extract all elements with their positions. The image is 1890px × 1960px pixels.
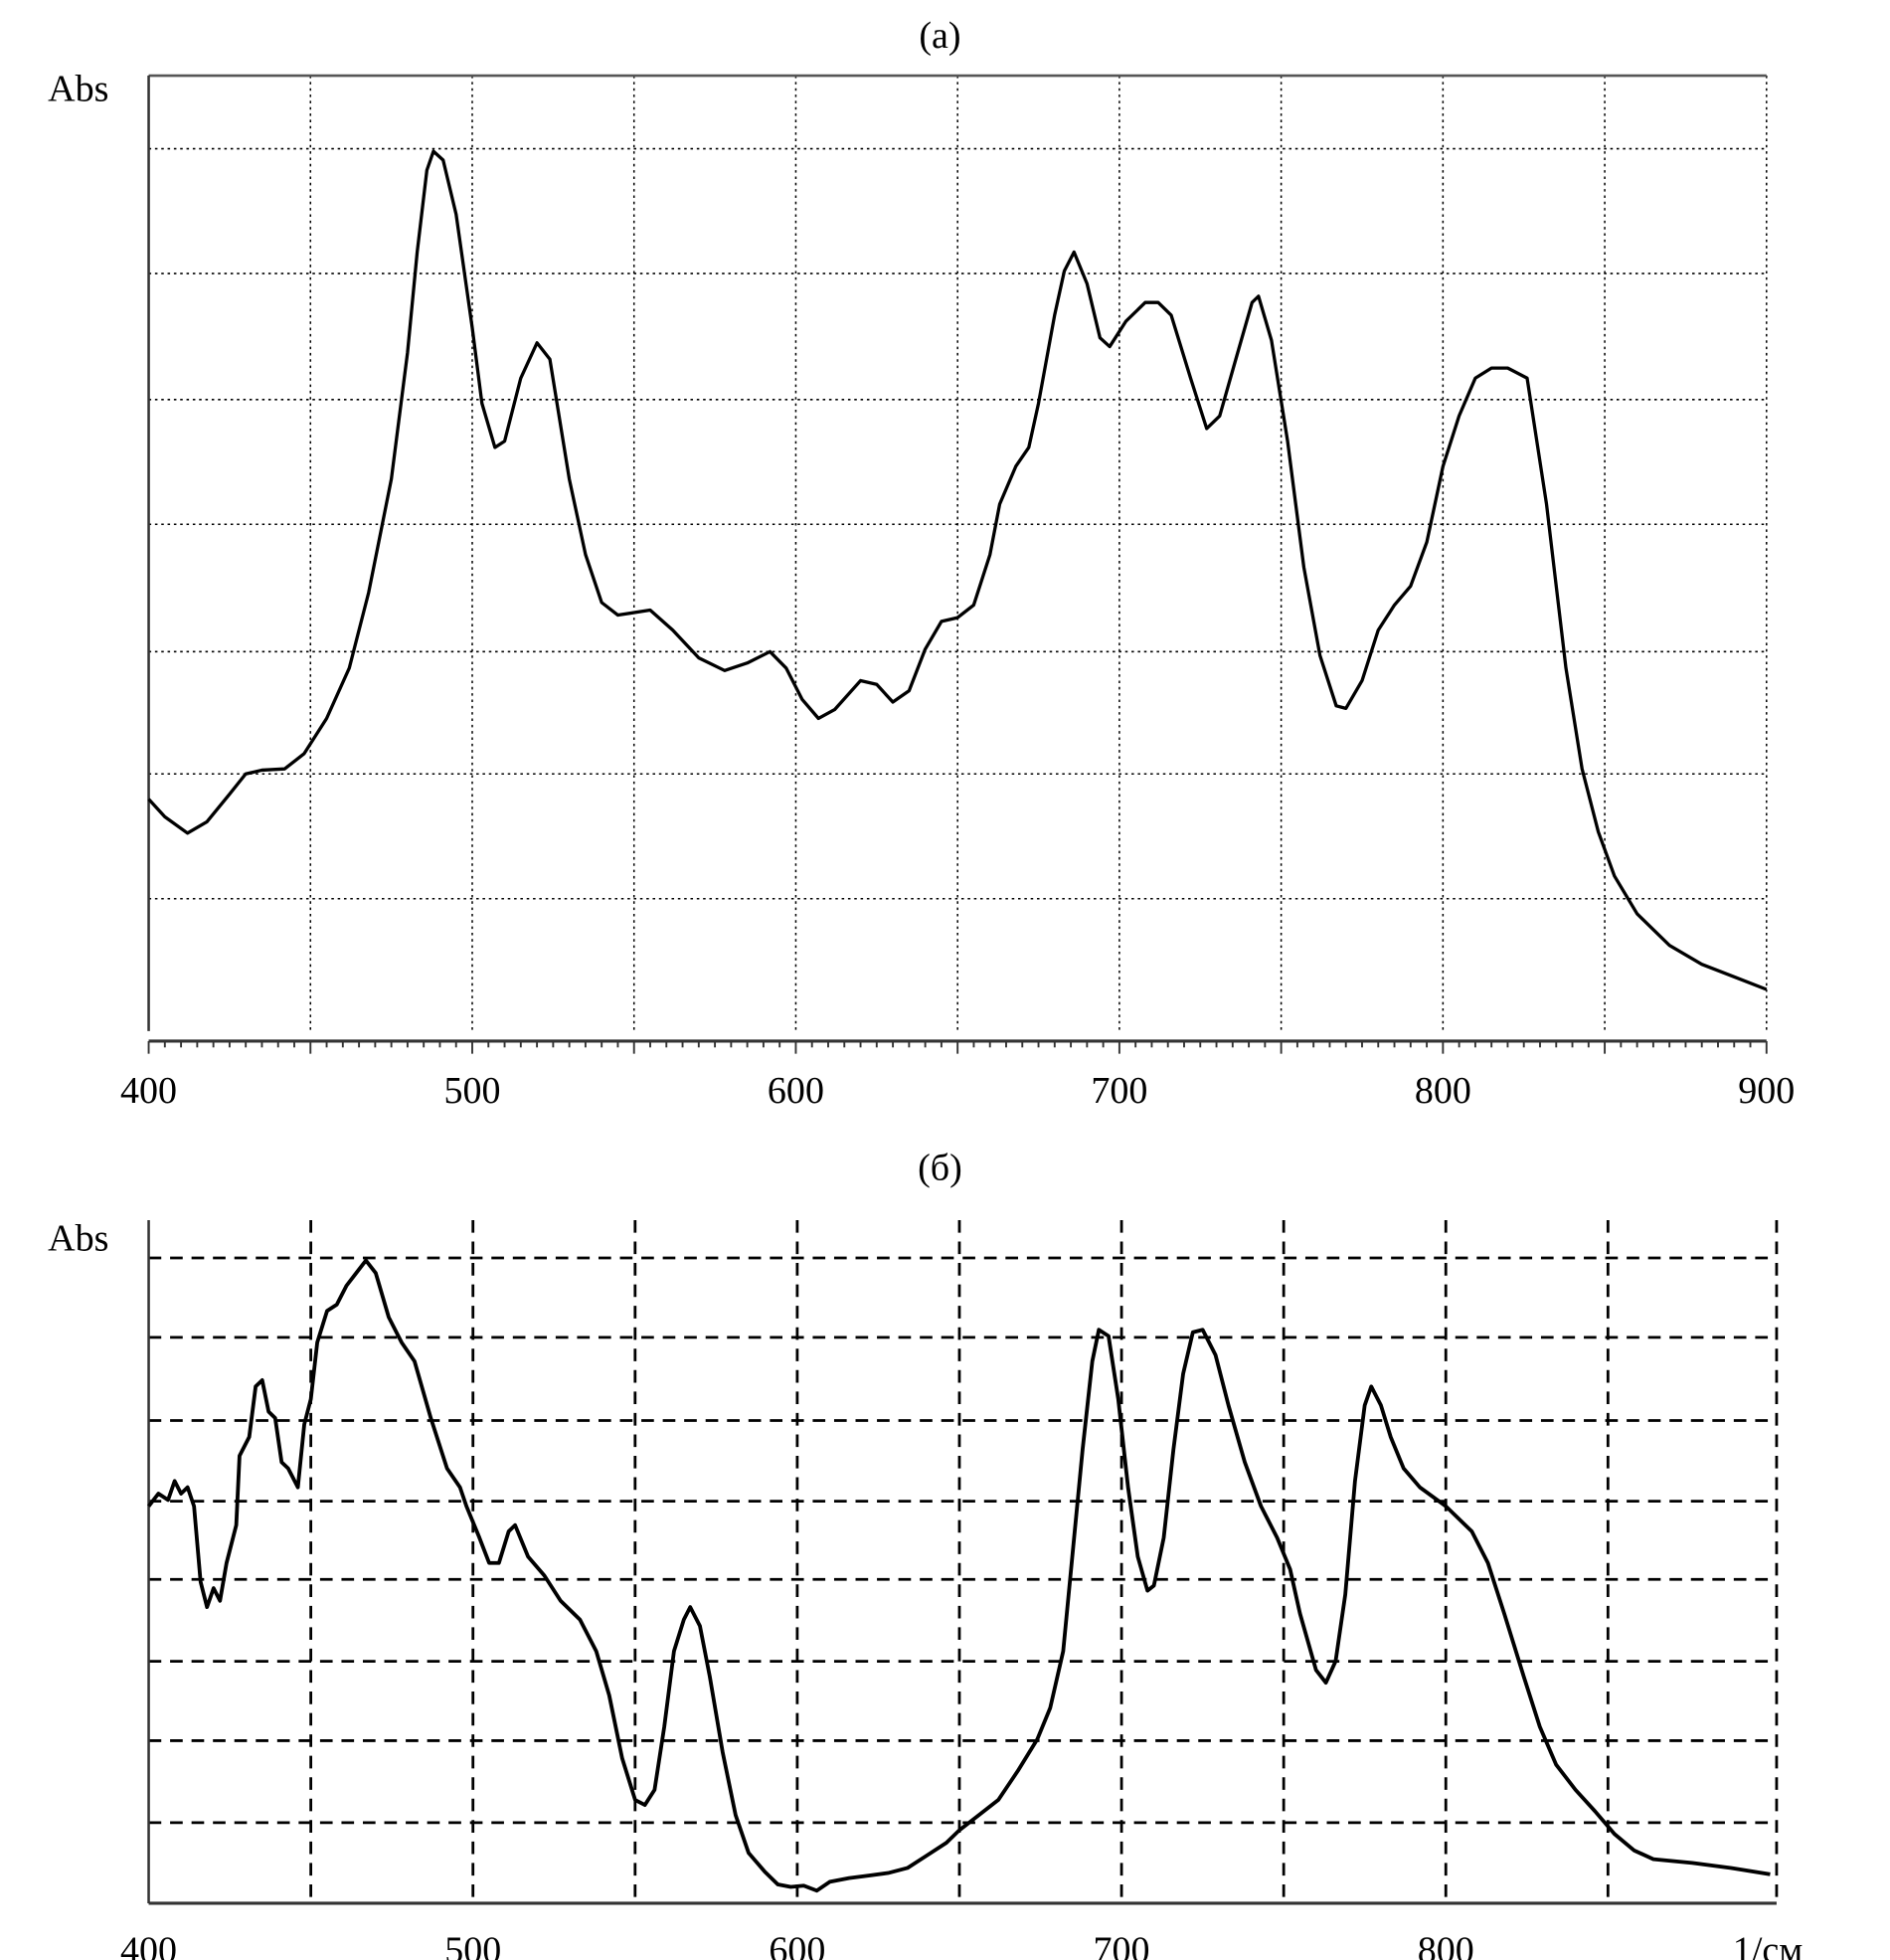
x-tick-label: 700 bbox=[1094, 1930, 1150, 1960]
chart-b-title: (б) bbox=[918, 1147, 962, 1188]
x-tick-label: 500 bbox=[444, 1930, 501, 1960]
chart-a: (a) Abs 400 500 600 700 800 900 bbox=[48, 15, 1795, 1112]
chart-a-title: (a) bbox=[919, 15, 960, 57]
x-tick-label: 400 bbox=[120, 1070, 177, 1112]
chart-b-xlabel: 1/см bbox=[1733, 1930, 1803, 1960]
x-tick-label: 700 bbox=[1091, 1070, 1147, 1112]
x-tick-label: 600 bbox=[768, 1070, 824, 1112]
chart-a-ylabel: Abs bbox=[48, 68, 108, 109]
x-tick-label: 400 bbox=[120, 1930, 177, 1960]
x-tick-label: 500 bbox=[443, 1070, 500, 1112]
x-tick-label: 900 bbox=[1738, 1070, 1795, 1112]
chart-b-ylabel: Abs bbox=[48, 1217, 108, 1259]
chart-b: (б) Abs 1/см 400 500 600 700 800 bbox=[48, 1147, 1803, 1960]
x-tick-label: 800 bbox=[1418, 1930, 1474, 1960]
spectrum-line bbox=[147, 149, 1768, 991]
spectrum-line bbox=[147, 1258, 1771, 1893]
x-tick-label: 800 bbox=[1415, 1070, 1471, 1112]
x-tick-label: 600 bbox=[769, 1930, 825, 1960]
